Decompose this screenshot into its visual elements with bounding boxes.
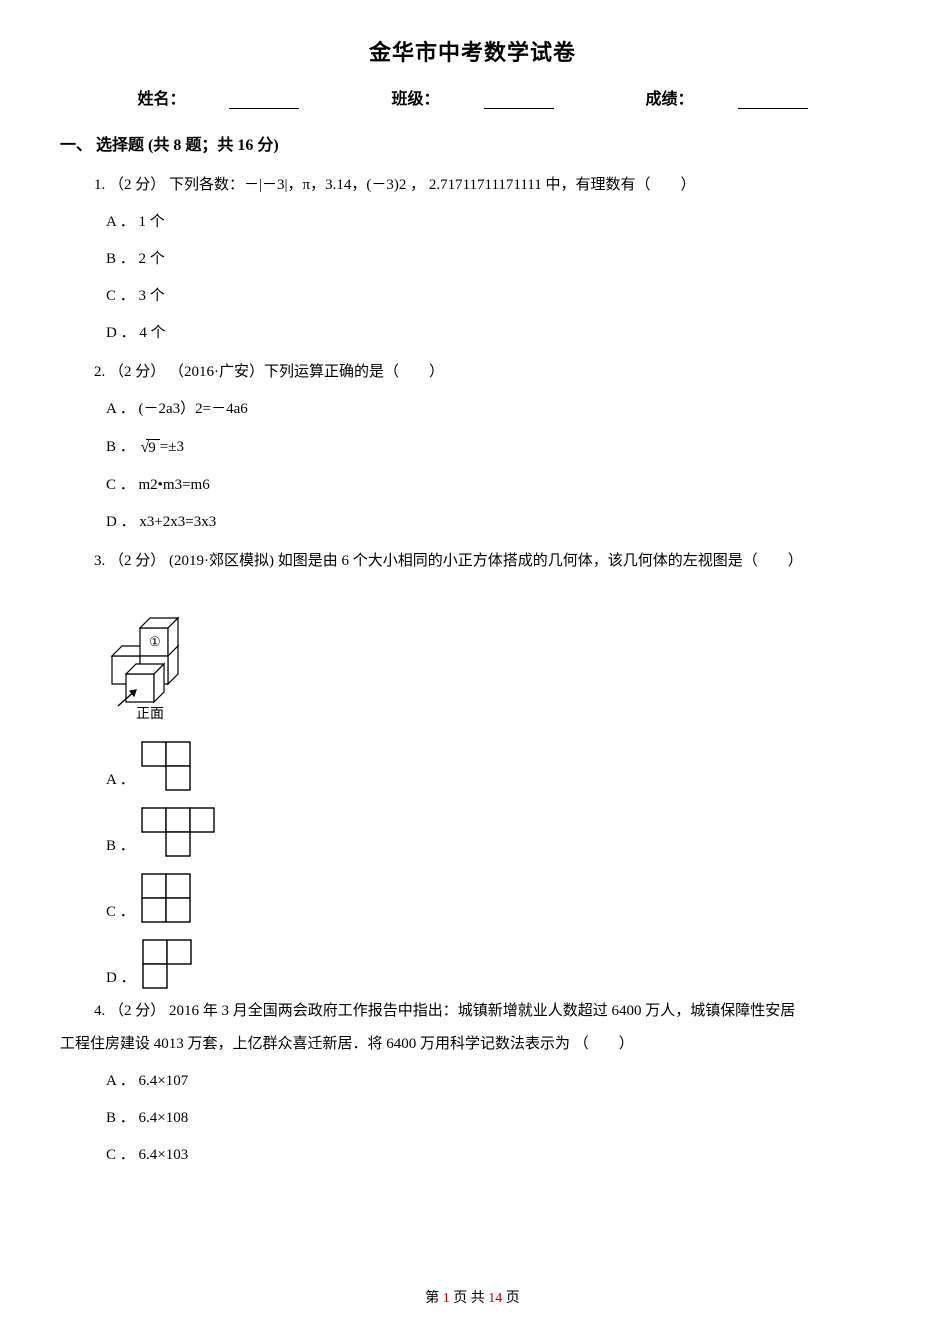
- q3-opt-a: A ．: [106, 741, 885, 791]
- sqrt-icon: 9: [139, 430, 160, 465]
- q4-stem-line2: 工程住房建设 4013 万套，上亿群众喜迁新居．将 6400 万用科学记数法表示…: [60, 1028, 885, 1061]
- q4-opt-a: A ． 6.4×107: [106, 1065, 885, 1098]
- page-title: 金华市中考数学试卷: [60, 35, 885, 67]
- class-label: 班级：: [369, 91, 575, 108]
- q1-opt-c: C ． 3 个: [106, 280, 885, 313]
- q3-grid-a: [141, 741, 191, 791]
- q3-opt-c: C ．: [106, 873, 885, 923]
- q3-grid-b: [141, 807, 215, 857]
- q3-grid-d: [142, 939, 192, 989]
- q2-stem: 2. （2 分） （2016·广安）下列运算正确的是（ ）: [94, 356, 885, 389]
- q3-opt-b: B ．: [106, 807, 885, 857]
- name-label: 姓名：: [115, 91, 321, 108]
- q2-opt-c: C ． m2•m3=m6: [106, 469, 885, 502]
- q2-opt-b: B ． 9 =±3: [106, 430, 885, 465]
- q3-stem: 3. （2 分） (2019·郊区模拟) 如图是由 6 个大小相同的小正方体搭成…: [94, 545, 885, 578]
- q1-opt-b: B ． 2 个: [106, 243, 885, 276]
- q3-figure-front-label: 正面: [136, 707, 164, 722]
- q1-opt-a: A ． 1 个: [106, 206, 885, 239]
- q2-opt-a: A ． (－2a3）2=－4a6: [106, 393, 885, 426]
- q4-opt-c: C ． 6.4×103: [106, 1139, 885, 1172]
- q1-stem: 1. （2 分） 下列各数：－|－3|，π，3.14，(－3)2 ， 2.717…: [94, 169, 885, 202]
- q1-opt-d: D ． 4 个: [106, 317, 885, 350]
- q4-stem-line1: 4. （2 分） 2016 年 3 月全国两会政府工作报告中指出：城镇新增就业人…: [94, 995, 885, 1028]
- q3-figure-label-1: ①: [149, 634, 161, 649]
- q2-opt-d: D ． x3+2x3=3x3: [106, 506, 885, 539]
- section-1-heading: 一、 选择题 (共 8 题；共 16 分): [60, 131, 885, 155]
- page-footer: 第 1 页 共 14 页: [0, 1287, 945, 1307]
- student-fields: 姓名： 班级： 成绩：: [60, 85, 885, 109]
- q3-figure: ① 正面: [106, 590, 885, 725]
- score-label: 成绩：: [624, 91, 830, 108]
- q3-grid-c: [141, 873, 191, 923]
- q4-opt-b: B ． 6.4×108: [106, 1102, 885, 1135]
- q3-opt-d: D ．: [106, 939, 885, 989]
